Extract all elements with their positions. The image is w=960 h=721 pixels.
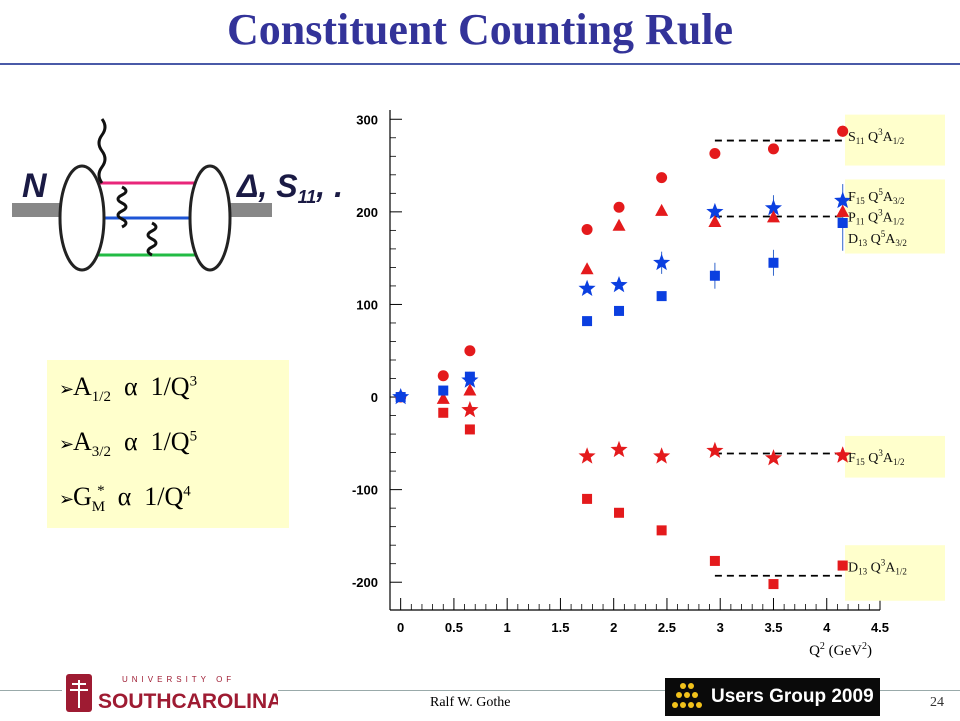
x-tick-label: 1.5 [551, 620, 569, 635]
x-tick-label: 1 [504, 620, 511, 635]
quark-diagram: N Δ, S11, ... [12, 115, 361, 285]
point-d13-q5a3-2 [768, 257, 779, 268]
y-tick-label: -200 [352, 575, 378, 590]
endpoint-f15-q3a1-2 [834, 446, 852, 463]
x-tick-label: 2 [610, 620, 617, 635]
point-s11-q3a1-2 [464, 345, 476, 357]
point-f15-q3a1-2 [706, 441, 724, 458]
resonance-label: Δ, S11, ... [236, 168, 342, 207]
footer-divider [0, 690, 960, 691]
point-d13-q5a3-2 [582, 316, 593, 327]
nucleon-label: N [22, 167, 48, 205]
point-d13-q3a1-2 [582, 493, 593, 504]
point-d13-q3a1-2 [438, 407, 449, 418]
series-label-s11-q3a1-2: S11 Q3A1/2 [848, 127, 904, 146]
initial-nucleon-ellipse [58, 164, 106, 272]
point-p11-q3a1-2 [436, 391, 450, 404]
point-p11-q3a1-2 [612, 218, 626, 231]
point-d13-q5a3-2 [395, 392, 406, 403]
point-d13-q3a1-2 [464, 424, 475, 435]
x-tick-label: 0 [397, 620, 404, 635]
formula-a12: ➢A1/2 α 1/Q3 [59, 372, 198, 406]
point-f15-q5a3-2 [706, 202, 724, 220]
slide-title: Constituent Counting Rule [226, 5, 734, 54]
point-d13-q3a1-2 [768, 579, 779, 590]
point-d13-q3a1-2 [709, 555, 720, 566]
page-number: 24 [930, 695, 944, 710]
scaling-formula-box: ➢A1/2 α 1/Q3 ➢A3/2 α 1/Q5 ➢GM* α 1/Q4 [47, 360, 289, 528]
users-group-icon [672, 683, 702, 708]
outgoing-gray-bar [227, 203, 272, 217]
bullet-arrow-icon: ➢ [59, 379, 75, 399]
point-p11-q3a1-2 [708, 215, 722, 228]
label-box-group [845, 179, 945, 254]
point-f15-q5a3-2 [578, 279, 596, 296]
point-d13-q3a1-2 [614, 507, 625, 518]
bullet-arrow-icon: ➢ [59, 489, 75, 509]
point-s11-q3a1-2 [709, 148, 721, 160]
point-f15-q5a3-2 [653, 253, 671, 271]
point-s11-q3a1-2 [613, 201, 625, 213]
author-name: Ralf W. Gothe [430, 695, 511, 710]
point-p11-q3a1-2 [580, 262, 594, 275]
x-axis-label: Q2 (GeV2) [809, 641, 872, 659]
gluon-2 [146, 221, 158, 257]
point-d13-q3a1-2 [656, 525, 667, 536]
x-tick-label: 4 [823, 620, 831, 635]
point-p11-q3a1-2 [655, 203, 669, 216]
endpoint-d13-q5a3-2 [837, 217, 848, 228]
endpoint-f15-q5a3-2 [834, 191, 852, 208]
point-p11-q3a1-2 [766, 210, 780, 223]
point-f15-q3a1-2 [610, 440, 628, 458]
point-f15-q3a1-2 [764, 449, 782, 466]
x-tick-label: 3.5 [764, 620, 782, 635]
x-tick-label: 4.5 [871, 620, 889, 635]
formula-a32: ➢A3/2 α 1/Q5 [59, 427, 198, 461]
point-f15-q3a1-2 [653, 447, 671, 464]
logo-name-text: SOUTHCAROLINA. [98, 690, 278, 713]
x-tick-label: 3 [717, 620, 724, 635]
users-group-badge: Users Group 2009 [665, 678, 880, 716]
point-d13-q5a3-2 [656, 291, 667, 302]
endpoint-d13-q3a1-2 [837, 560, 848, 571]
point-s11-q3a1-2 [767, 143, 779, 155]
endpoint-p11-q3a1-2 [836, 204, 850, 217]
formula-gm: ➢GM* α 1/Q4 [59, 482, 191, 516]
y-tick-label: 200 [356, 205, 378, 220]
point-d13-q5a3-2 [438, 385, 449, 396]
y-tick-label: -100 [352, 483, 378, 498]
point-d13-q5a3-2 [464, 371, 475, 382]
x-tick-label: 0.5 [445, 620, 463, 635]
gluon-1 [116, 185, 128, 229]
photon-wavy-line [97, 118, 107, 184]
users-group-label: Users Group 2009 [711, 686, 874, 707]
endpoint-s11-q3a1-2 [837, 125, 849, 137]
point-f15-q5a3-2 [764, 199, 782, 216]
usc-logo: UNIVERSITY OF SOUTHCAROLINA. [62, 668, 288, 716]
label-box-f15 [845, 435, 945, 478]
label-box-d13 [845, 545, 945, 601]
point-d13-q5a3-2 [709, 270, 720, 281]
point-s11-q3a1-2 [656, 172, 668, 184]
y-tick-label: 100 [356, 297, 378, 312]
point-f15-q3a1-2 [461, 401, 479, 418]
final-state-ellipse [188, 164, 232, 272]
y-tick-label: 0 [371, 390, 378, 405]
x-tick-label: 2.5 [658, 620, 676, 635]
point-s11-q3a1-2 [437, 370, 449, 382]
point-f15-q5a3-2 [610, 276, 628, 293]
counting-rule-chart: 0 0.5 1 1.5 2 2.5 3 3.5 4 4.5 300 200 100 0 -100 -200 Q2… [340, 100, 960, 670]
incoming-gray-bar [12, 203, 62, 217]
bullet-arrow-icon: ➢ [59, 434, 75, 454]
point-d13-q5a3-2 [614, 305, 625, 316]
title-divider [0, 63, 960, 65]
y-tick-label: 300 [356, 112, 378, 127]
point-f15-q3a1-2 [578, 447, 596, 464]
point-s11-q3a1-2 [581, 223, 593, 235]
point-p11-q3a1-2 [463, 383, 477, 396]
logo-university-text: UNIVERSITY OF [122, 675, 235, 684]
label-box-s11 [845, 114, 945, 166]
